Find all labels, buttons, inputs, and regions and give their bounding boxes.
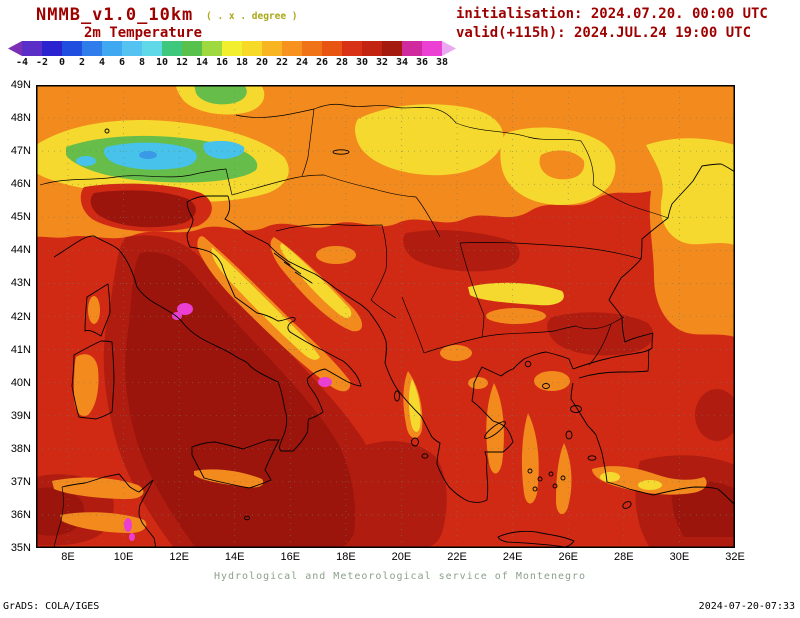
map-frame <box>36 85 739 549</box>
colorbar-tick: 2 <box>78 57 86 68</box>
colorbar-tick: 16 <box>215 57 229 68</box>
model-title: NMMB_v1.0_10km <box>36 5 194 25</box>
lon-label: 12E <box>169 551 189 563</box>
grid-lines <box>36 85 736 548</box>
service-caption: Hydrological and Meteorological service … <box>213 571 587 582</box>
colorbar-tick: 22 <box>275 57 289 68</box>
lon-label: 32E <box>725 551 745 563</box>
lon-label: 10E <box>113 551 134 563</box>
degree-note: ( . x . degree ) <box>206 11 298 22</box>
colorbar-tick: 6 <box>118 57 126 68</box>
grads-credit: GrADS: COLA/IGES <box>3 601 100 612</box>
colorbar-gradient <box>8 41 456 56</box>
colorbar-tick: 20 <box>255 57 269 68</box>
lat-label: 48N <box>10 112 31 125</box>
lat-label: 40N <box>10 376 31 389</box>
render-timestamp: 2024-07-20-07:33 <box>698 601 795 612</box>
colorbar-tick: 0 <box>58 57 66 68</box>
colorbar-tick: -4 <box>15 57 29 68</box>
lon-label: 26E <box>558 551 579 563</box>
lon-label: 14E <box>224 551 245 563</box>
lon-label: 20E <box>391 551 412 563</box>
lon-label: 24E <box>502 551 523 563</box>
lon-label: 18E <box>336 551 356 563</box>
colorbar-tick: 10 <box>155 57 169 68</box>
colorbar-tick: 36 <box>415 57 429 68</box>
lat-label: 46N <box>10 178 31 191</box>
lat-label: 36N <box>10 508 31 521</box>
colorbar-tick: 30 <box>355 57 369 68</box>
lon-label: 16E <box>280 551 301 563</box>
lat-label: 37N <box>10 475 31 488</box>
colorbar-tick: 18 <box>235 57 249 68</box>
lat-label: 49N <box>10 79 31 91</box>
initialisation-text: initialisation: 2024.07.20. 00:00 UTC <box>456 6 768 22</box>
hotspot-markers <box>124 303 332 541</box>
lat-label: 42N <box>10 310 31 323</box>
lat-label: 41N <box>10 343 31 356</box>
valid-time-text: valid(+115h): 2024.JUL.24 19:00 UTC <box>456 25 752 41</box>
temperature-colorbar <box>8 41 468 57</box>
lat-label: 38N <box>10 442 31 455</box>
lon-label: 30E <box>669 551 690 563</box>
colorbar-tick: 38 <box>435 57 449 68</box>
islands <box>104 128 632 521</box>
lon-label: 28E <box>614 551 634 563</box>
lon-label: 8E <box>61 551 75 563</box>
lat-label: 47N <box>10 145 31 158</box>
lat-label: 35N <box>10 542 31 554</box>
colorbar-tick: 4 <box>98 57 106 68</box>
map-border <box>36 85 735 548</box>
colorbar-tick: 32 <box>375 57 389 68</box>
colorbar-tick: 28 <box>335 57 349 68</box>
colorbar-tick: 34 <box>395 57 409 68</box>
variable-label: 2m Temperature <box>84 25 203 41</box>
colorbar-tick: 26 <box>315 57 329 68</box>
longitude-axis: 8E 10E 12E 14E 16E 18E 20E 22E 24E 26E 28E 30E 32E <box>36 551 745 565</box>
colorbar-tick: 24 <box>295 57 309 68</box>
lon-label: 22E <box>447 551 467 563</box>
colorbar-tick: 12 <box>175 57 189 68</box>
colorbar-tick: 8 <box>138 57 146 68</box>
latitude-axis: 49N 48N 47N 46N 45N 44N 43N 42N 41N 40N 39N 38N 37N 3… <box>0 79 33 554</box>
colorbar-tick: 14 <box>195 57 209 68</box>
temperature-map <box>36 85 739 549</box>
lat-label: 43N <box>10 277 31 290</box>
coastlines <box>53 128 736 549</box>
colorbar-tick: -2 <box>35 57 49 68</box>
lat-label: 39N <box>10 409 31 422</box>
lat-label: 44N <box>10 244 31 257</box>
country-borders <box>39 103 669 549</box>
lat-label: 45N <box>10 211 31 224</box>
colorbar-ticks: -4 -2 0 2 4 6 8 10 12 14 16 18 20 22 24 26 28 30 32 34 36 38 <box>8 57 468 70</box>
